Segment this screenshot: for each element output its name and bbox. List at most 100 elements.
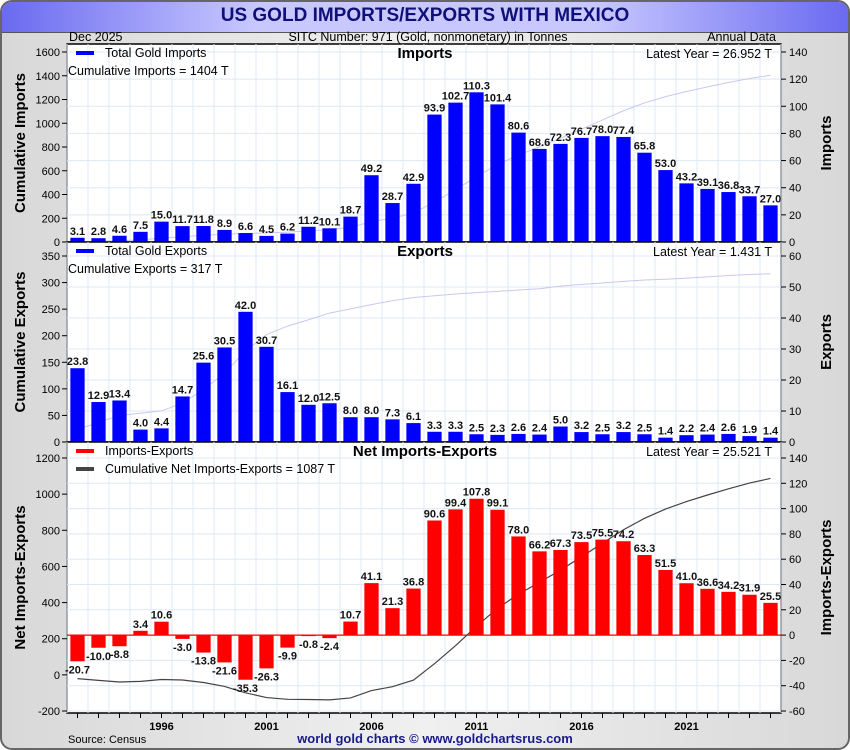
frequency-label: Annual Data bbox=[707, 30, 776, 44]
bar-label-2009: 3.3 bbox=[427, 420, 442, 432]
left-tick-label: 350 bbox=[42, 251, 60, 263]
panel-title: Imports bbox=[397, 45, 452, 62]
legend-swatch-cumulative bbox=[76, 467, 94, 471]
bar-label-2005: 18.7 bbox=[340, 205, 361, 217]
bar-label-2008: 36.8 bbox=[403, 577, 424, 589]
sitc-label: SITC Number: 971 (Gold, nonmonetary) in … bbox=[288, 30, 567, 44]
bar-2000 bbox=[238, 233, 253, 242]
panel-title: Net Imports-Exports bbox=[353, 443, 497, 460]
bar-label-2024: 33.7 bbox=[739, 184, 760, 196]
bar-2021 bbox=[679, 583, 694, 636]
bar-1999 bbox=[217, 347, 232, 442]
bar-label-2020: 1.4 bbox=[658, 426, 674, 438]
bar-2006 bbox=[364, 175, 379, 242]
bar-label-1994: -8.8 bbox=[110, 649, 129, 661]
bar-label-2004: 12.5 bbox=[319, 391, 340, 403]
bar-2011 bbox=[469, 434, 484, 442]
left-tick-label: 200 bbox=[42, 213, 60, 225]
bar-2001 bbox=[259, 635, 274, 669]
bar-label-2013: 78.0 bbox=[508, 524, 529, 536]
x-tick-label: 2001 bbox=[254, 721, 278, 733]
bar-label-2023: 2.6 bbox=[721, 422, 736, 434]
bar-label-2000: 6.6 bbox=[238, 221, 253, 233]
right-tick-label: 120 bbox=[789, 478, 807, 490]
bar-2012 bbox=[490, 509, 505, 636]
bar-label-2010: 99.4 bbox=[445, 497, 467, 509]
left-tick-label: 600 bbox=[42, 561, 60, 573]
bar-label-1992: 23.8 bbox=[67, 356, 88, 368]
bar-label-2012: 2.3 bbox=[490, 423, 505, 435]
bar-label-2006: 41.1 bbox=[361, 571, 382, 583]
bar-2003 bbox=[301, 404, 316, 442]
right-tick-label: 20 bbox=[789, 210, 801, 222]
date-label: Dec 2025 bbox=[69, 30, 123, 44]
bar-label-2015: 67.3 bbox=[550, 538, 571, 550]
bar-label-2008: 6.1 bbox=[406, 411, 421, 423]
bar-label-2003: 11.2 bbox=[298, 215, 319, 227]
bar-label-1997: 11.7 bbox=[172, 214, 193, 226]
bar-label-2017: 75.5 bbox=[592, 528, 613, 540]
bar-label-2019: 65.8 bbox=[634, 141, 655, 153]
bar-2014 bbox=[532, 148, 547, 242]
left-tick-label: 1000 bbox=[36, 118, 60, 130]
bar-label-2004: -2.4 bbox=[320, 641, 340, 653]
right-tick-label: 0 bbox=[789, 237, 795, 249]
bar-1994 bbox=[112, 235, 127, 242]
left-tick-label: 0 bbox=[54, 437, 60, 449]
right-axis-title: Imports bbox=[818, 115, 835, 170]
bar-1993 bbox=[91, 402, 106, 442]
bar-label-2011: 110.3 bbox=[463, 80, 490, 92]
bar-label-2010: 102.7 bbox=[442, 91, 470, 103]
bar-label-2007: 28.7 bbox=[382, 191, 403, 203]
bar-label-2022: 36.6 bbox=[697, 577, 718, 589]
bar-label-1997: 14.7 bbox=[172, 384, 193, 396]
bar-label-1999: 8.9 bbox=[217, 218, 232, 230]
left-tick-label: 1200 bbox=[36, 453, 60, 465]
bar-2015 bbox=[553, 549, 568, 636]
legend-swatch bbox=[76, 51, 94, 55]
bar-2006 bbox=[364, 583, 379, 636]
x-axis: 1996 2001 2006 2011 2016 2021 bbox=[77, 713, 771, 733]
bar-label-2006: 8.0 bbox=[364, 405, 379, 417]
x-tick-label: 2016 bbox=[569, 721, 593, 733]
bar-label-2016: 76.7 bbox=[571, 126, 592, 138]
credit-label: world gold charts © www.goldchartsrus.co… bbox=[296, 731, 573, 746]
bar-2013 bbox=[511, 132, 526, 242]
bar-1996 bbox=[154, 428, 169, 442]
bar-label-1992: -20.7 bbox=[65, 664, 90, 676]
bar-2022 bbox=[700, 434, 715, 442]
bar-label-2008: 42.9 bbox=[403, 172, 424, 184]
bar-2016 bbox=[574, 432, 589, 442]
bar-label-2016: 73.5 bbox=[571, 530, 592, 542]
right-tick-label: 100 bbox=[789, 101, 807, 113]
cumulative-line bbox=[77, 273, 771, 430]
latest-year-label: Latest Year = 25.521 T bbox=[646, 445, 772, 459]
bar-2020 bbox=[658, 170, 673, 242]
bar-label-2020: 51.5 bbox=[655, 558, 676, 570]
bar-2015 bbox=[553, 143, 568, 242]
bar-2011 bbox=[469, 92, 484, 242]
right-tick-label: 20 bbox=[789, 375, 801, 387]
bar-2007 bbox=[385, 608, 400, 636]
right-tick-label: 40 bbox=[789, 183, 801, 195]
left-tick-label: 100 bbox=[42, 384, 60, 396]
title-bar: US GOLD IMPORTS/EXPORTS WITH MEXICO bbox=[2, 2, 848, 33]
bar-2009 bbox=[427, 431, 442, 442]
bar-label-2015: 5.0 bbox=[553, 415, 568, 427]
bar-1992 bbox=[70, 368, 85, 442]
bar-2021 bbox=[679, 183, 694, 242]
bar-label-2012: 101.4 bbox=[484, 92, 512, 104]
latest-year-label: Latest Year = 1.431 T bbox=[653, 245, 772, 259]
right-tick-label: 100 bbox=[789, 504, 807, 516]
bar-2013 bbox=[511, 433, 526, 442]
left-tick-label: 800 bbox=[42, 142, 60, 154]
bar-2007 bbox=[385, 419, 400, 442]
left-tick-label: -200 bbox=[38, 706, 60, 718]
bar-label-2021: 43.2 bbox=[676, 171, 697, 183]
bar-1998 bbox=[196, 362, 211, 442]
bar-label-2000: -35.3 bbox=[233, 683, 258, 695]
bar-2019 bbox=[637, 152, 652, 242]
bar-label-2017: 2.5 bbox=[595, 422, 610, 434]
bar-label-2007: 7.3 bbox=[385, 407, 400, 419]
right-tick-label: 60 bbox=[789, 156, 801, 168]
